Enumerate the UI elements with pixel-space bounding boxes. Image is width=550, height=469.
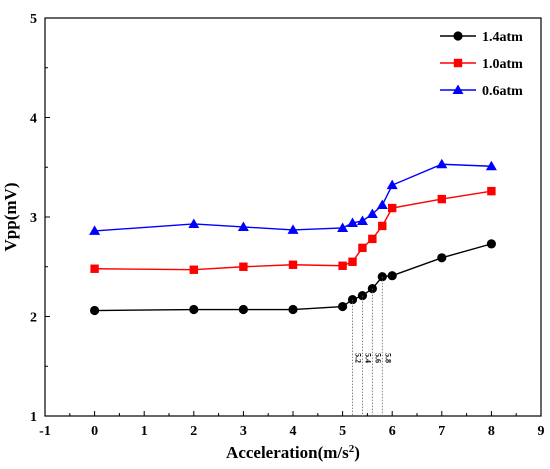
- series-line: [94, 243, 492, 312]
- y-tick-label: 1: [30, 410, 37, 425]
- data-point: [437, 253, 447, 263]
- data-point: [338, 261, 347, 270]
- data-point: [337, 222, 349, 232]
- legend: 1.4atm 1.0atm 0.6atm: [440, 30, 523, 99]
- legend-item: 1.4atm: [440, 30, 523, 45]
- x-tick-label: 4: [290, 424, 297, 439]
- legend-label: 1.0atm: [482, 57, 523, 72]
- axis-layer: -1 0 1 2 3 4 5 6 7 8 912345Acceleration(m/s2)Vpp(m…: [1, 12, 545, 462]
- legend-marker: [453, 58, 463, 68]
- data-point: [237, 221, 249, 231]
- x-tick-label: 5: [339, 424, 346, 439]
- data-point: [89, 225, 101, 235]
- x-tick-label: 8: [488, 424, 495, 439]
- annotation-layer: 5.2 5.4 5.6 5.8: [352, 276, 392, 416]
- x-tick-label: 2: [190, 424, 197, 439]
- plot-frame: [44, 17, 542, 417]
- data-point: [238, 304, 248, 315]
- data-point: [189, 304, 199, 315]
- data-point: [366, 208, 378, 219]
- x-axis-title: Acceleration(m/s2): [226, 443, 360, 462]
- x-tick-label: 3: [240, 424, 247, 439]
- x-tick-label: 1: [141, 424, 148, 439]
- data-point: [348, 257, 357, 266]
- data-point: [90, 305, 100, 316]
- legend-marker: [452, 84, 464, 94]
- data-point: [288, 260, 298, 269]
- series-line: [94, 190, 492, 271]
- data-point: [437, 194, 446, 204]
- y-axis-title: Vpp(mV): [1, 183, 20, 252]
- data-point: [387, 271, 397, 281]
- data-point: [386, 179, 398, 190]
- x-tick-label: 9: [538, 424, 545, 439]
- annotation-label: 5.8: [383, 353, 392, 363]
- y-tick-label: 3: [30, 211, 37, 226]
- data-point: [487, 186, 496, 196]
- legend-item: 1.0atm: [440, 57, 523, 72]
- x-axis-title-main: Acceleration(m/s: [226, 443, 349, 462]
- data-point: [347, 217, 359, 227]
- data-point: [356, 215, 368, 225]
- y-tick-label: 4: [30, 112, 37, 127]
- legend-label: 1.4atm: [482, 30, 523, 45]
- x-axis-title-superscript: 2: [349, 443, 355, 455]
- x-tick-label: 7: [438, 424, 445, 439]
- data-point: [188, 218, 200, 228]
- data-point: [436, 158, 448, 169]
- x-axis-title-tail: ): [354, 443, 360, 462]
- y-tick-label: 5: [30, 12, 37, 27]
- annotation-label: 5.6: [373, 353, 382, 363]
- y-tick-label: 2: [30, 311, 37, 326]
- series-0.6atm: [89, 158, 497, 235]
- x-tick-label: 0: [91, 424, 98, 439]
- series-line: [94, 163, 492, 232]
- x-tick-label: -1: [39, 424, 51, 439]
- legend-item: 0.6atm: [440, 84, 523, 99]
- plot-area: [44, 17, 542, 417]
- data-point: [288, 304, 298, 315]
- data-point: [376, 199, 388, 210]
- legend-marker: [453, 31, 463, 41]
- data-point: [388, 203, 397, 213]
- data-point: [368, 234, 377, 244]
- series-1.0atm: [90, 186, 496, 274]
- series-layer: [89, 158, 497, 316]
- data-point: [189, 265, 198, 274]
- data-point: [486, 239, 496, 249]
- data-point: [485, 160, 497, 171]
- data-point: [358, 243, 367, 253]
- data-point: [287, 224, 299, 234]
- annotation-label: 5.4: [363, 353, 372, 363]
- x-tick-label: 6: [389, 424, 396, 439]
- series-1.4atm: [90, 239, 496, 316]
- data-point: [90, 264, 99, 273]
- legend-label: 0.6atm: [482, 84, 523, 99]
- annotation-label: 5.2: [354, 353, 363, 363]
- data-point: [378, 221, 387, 231]
- data-point: [338, 301, 348, 312]
- data-point: [239, 262, 248, 271]
